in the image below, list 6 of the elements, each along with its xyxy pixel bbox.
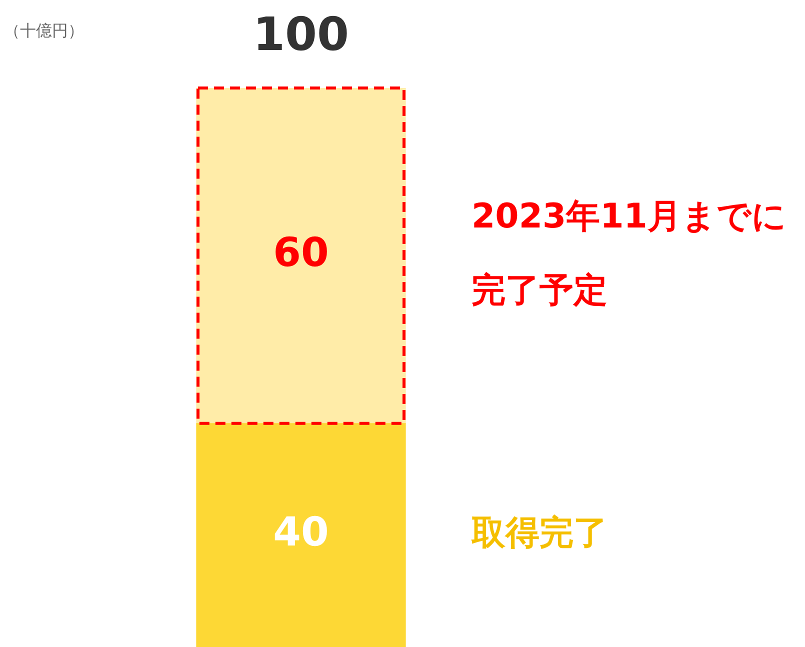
- data-label: 40: [273, 510, 329, 556]
- text: 取得完了: [470, 513, 608, 554]
- data-label: 60: [273, 230, 329, 276]
- text: （十億円）: [4, 21, 84, 40]
- text: 2023年11月までに完了予定: [472, 196, 786, 311]
- total-label: 100: [252, 6, 350, 61]
